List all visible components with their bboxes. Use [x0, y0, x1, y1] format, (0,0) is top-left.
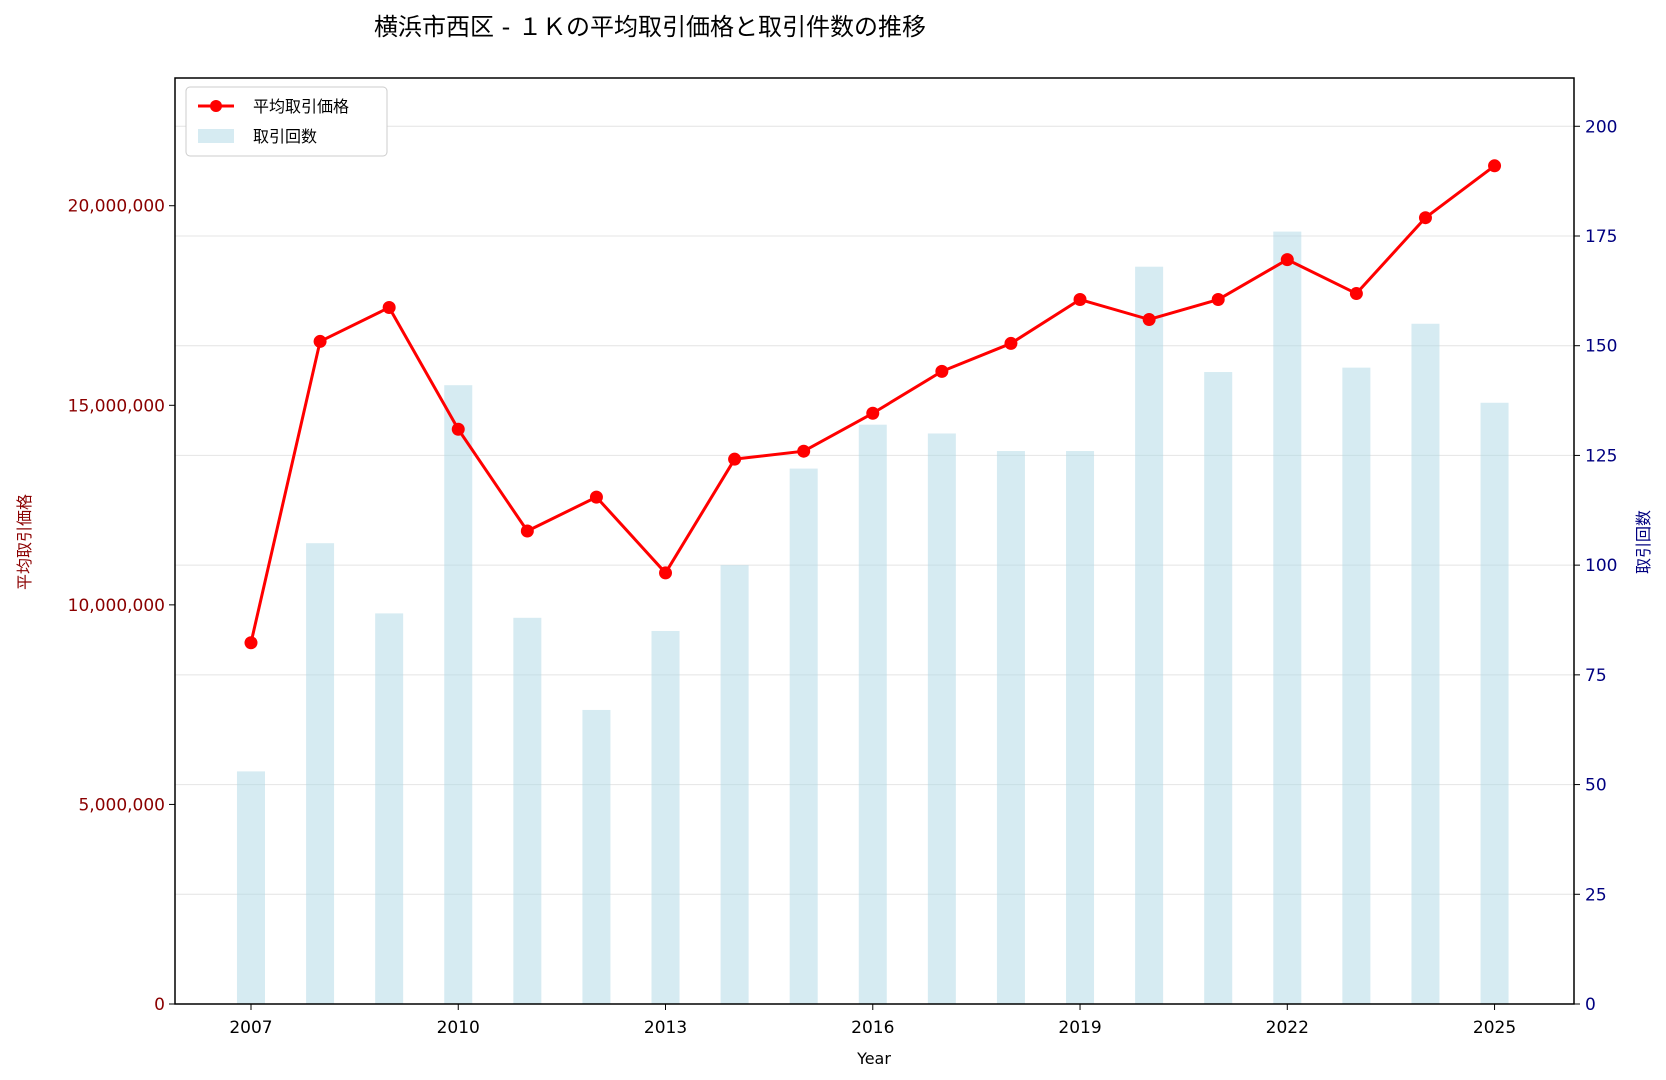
legend-bar-swatch — [198, 129, 234, 143]
bar-2012 — [582, 709, 611, 1004]
right-tick-label-7: 175 — [1585, 227, 1617, 247]
legend: 平均取引価格 取引回数 — [185, 86, 388, 157]
left-tick-label-2: 10,000,000 — [68, 596, 165, 616]
bar-2008 — [306, 543, 335, 1004]
price-point-2009 — [382, 301, 396, 315]
x-axis-ticks: 2007 2010 2013 2016 2019 2022 2025 — [229, 1004, 1516, 1038]
right-tick-label-8: 200 — [1585, 117, 1617, 137]
bar-2010 — [444, 385, 473, 1004]
bar-2018 — [996, 451, 1025, 1004]
price-point-2018 — [1004, 336, 1018, 350]
bar-2017 — [927, 433, 956, 1005]
price-point-2015 — [797, 444, 811, 458]
price-point-2011 — [520, 524, 534, 538]
price-point-2017 — [935, 364, 949, 378]
bar-series — [236, 231, 1509, 1005]
left-tick-label-0: 0 — [154, 995, 165, 1015]
chart-title: 横浜市西区 - １Ｋの平均取引価格と取引件数の推移 — [374, 13, 926, 41]
right-tick-label-5: 125 — [1585, 446, 1617, 466]
x-tick-label-1: 2010 — [437, 1018, 480, 1038]
x-tick-label-2: 2013 — [644, 1018, 687, 1038]
x-tick-label-4: 2019 — [1058, 1018, 1101, 1038]
legend-label-count: 取引回数 — [253, 127, 317, 146]
bar-2007 — [236, 771, 265, 1004]
bar-2009 — [375, 613, 404, 1004]
right-tick-label-3: 75 — [1585, 666, 1607, 686]
legend-line-marker — [210, 100, 222, 112]
bar-2011 — [513, 617, 542, 1004]
bar-2020 — [1135, 266, 1164, 1004]
price-point-2023 — [1349, 287, 1363, 301]
price-point-2014 — [728, 452, 742, 466]
price-point-2007 — [244, 636, 258, 650]
price-point-2010 — [451, 422, 465, 436]
legend-label-price: 平均取引価格 — [253, 97, 349, 116]
bar-2024 — [1411, 323, 1440, 1004]
x-tick-label-6: 2025 — [1473, 1018, 1516, 1038]
x-tick-label-5: 2022 — [1266, 1018, 1309, 1038]
price-point-2020 — [1142, 312, 1156, 326]
bar-2025 — [1480, 402, 1509, 1004]
right-axis-label: 取引回数 — [1634, 510, 1653, 574]
plot-frame — [174, 77, 1575, 1005]
bar-2019 — [1066, 451, 1095, 1004]
price-point-2013 — [659, 566, 673, 580]
x-axis-label: Year — [856, 1049, 891, 1068]
price-point-2021 — [1211, 293, 1225, 307]
price-point-2012 — [589, 490, 603, 504]
right-tick-label-6: 150 — [1585, 337, 1617, 357]
price-point-2024 — [1418, 211, 1432, 225]
right-tick-label-2: 50 — [1585, 776, 1607, 796]
x-tick-label-0: 2007 — [229, 1018, 272, 1038]
left-tick-label-4: 20,000,000 — [68, 197, 165, 217]
left-tick-label-1: 5,000,000 — [78, 795, 165, 815]
bar-2016 — [858, 424, 887, 1004]
left-axis-ticks: 0 5,000,000 10,000,000 15,000,000 20,000,000 — [68, 197, 175, 1015]
bar-2023 — [1342, 367, 1371, 1004]
price-point-2025 — [1488, 159, 1502, 173]
right-tick-label-0: 0 — [1585, 995, 1596, 1015]
price-point-2019 — [1073, 293, 1087, 307]
right-tick-label-1: 25 — [1585, 885, 1607, 905]
bar-2015 — [789, 468, 818, 1005]
price-point-2016 — [866, 406, 880, 420]
line-series — [244, 159, 1502, 650]
bar-2021 — [1204, 372, 1233, 1004]
left-axis-label: 平均取引価格 — [15, 494, 34, 590]
price-point-2022 — [1280, 253, 1294, 267]
x-tick-label-3: 2016 — [851, 1018, 894, 1038]
right-tick-label-4: 100 — [1585, 556, 1617, 576]
left-tick-label-3: 15,000,000 — [68, 396, 165, 416]
price-point-2008 — [313, 334, 327, 348]
bar-2014 — [720, 565, 749, 1004]
right-axis-ticks: 0 25 50 75 100 125 150 175 200 — [1574, 117, 1617, 1015]
legend-box — [185, 86, 388, 157]
bar-2013 — [651, 630, 680, 1004]
bar-2022 — [1273, 231, 1302, 1004]
